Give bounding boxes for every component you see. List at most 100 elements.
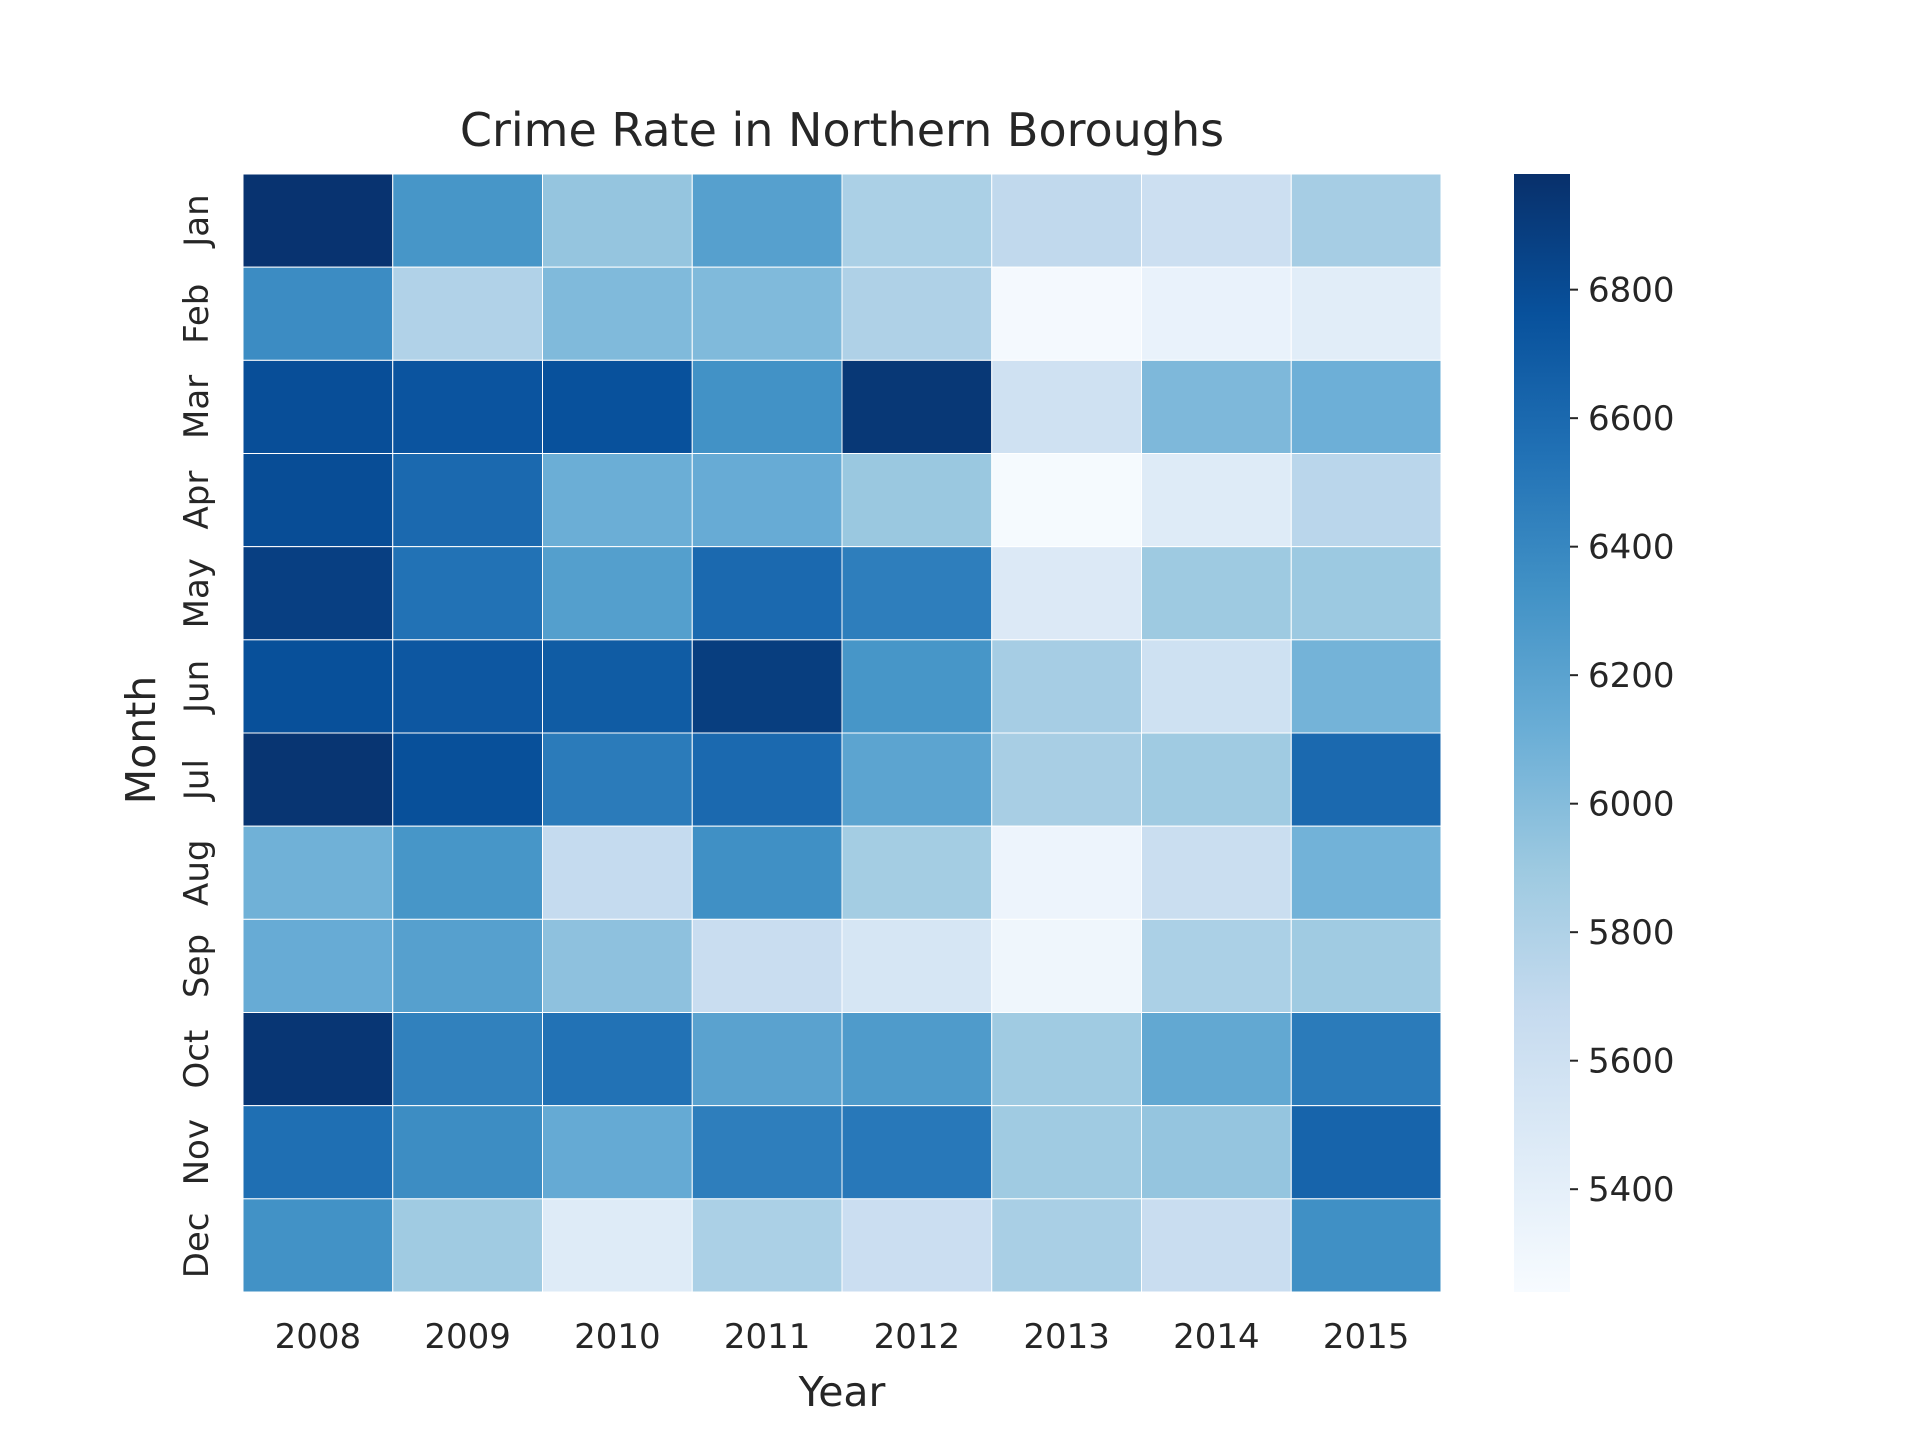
- heatmap-cell: [991, 825, 1142, 920]
- heatmap-cell: [1290, 1198, 1442, 1293]
- heatmap-cell: [392, 1198, 543, 1293]
- heatmap-cell: [691, 359, 843, 455]
- heatmap-cell: [1141, 732, 1292, 827]
- heatmap-cell: [1290, 1012, 1442, 1107]
- heatmap-cell: [691, 639, 843, 734]
- colorbar-gradient: [1514, 174, 1570, 1292]
- heatmap-cell: [991, 1105, 1142, 1200]
- heatmap-cell: [392, 1012, 543, 1107]
- heatmap-cell: [542, 918, 693, 1013]
- heatmap-cell: [242, 359, 394, 455]
- heatmap-cell: [542, 266, 693, 361]
- heatmap-cell: [991, 639, 1142, 734]
- heatmap-cell: [691, 1012, 843, 1107]
- heatmap-cell: [1141, 639, 1292, 734]
- y-tick-label: Oct: [177, 1030, 217, 1089]
- heatmap-cell: [242, 266, 394, 361]
- colorbar-tick-label: 5800: [1588, 913, 1675, 953]
- heatmap-cell: [1290, 918, 1442, 1013]
- heatmap-cell: [392, 825, 543, 920]
- heatmap-cell: [542, 732, 693, 827]
- heatmap-cell: [1290, 639, 1442, 734]
- y-tick-label: May: [177, 558, 217, 628]
- y-tick-label: Nov: [177, 1119, 217, 1185]
- heatmap-cell: [542, 639, 693, 734]
- x-tick-label: 2008: [275, 1317, 362, 1357]
- heatmap-cell: [392, 639, 543, 734]
- colorbar-tick-label: 6800: [1588, 271, 1675, 311]
- heatmap-cells: [242, 173, 1442, 1293]
- heatmap-cell: [691, 732, 843, 827]
- heatmap-cell: [542, 825, 693, 920]
- heatmap-cell: [392, 1105, 543, 1200]
- heatmap-cell: [392, 453, 543, 548]
- y-tick-label: Feb: [177, 284, 217, 344]
- heatmap-cell: [242, 825, 394, 920]
- heatmap-cell: [1290, 359, 1442, 455]
- heatmap-cell: [542, 359, 693, 455]
- heatmap-cell: [991, 359, 1142, 455]
- y-tick-label: Apr: [177, 471, 217, 530]
- heatmap-cell: [242, 1012, 394, 1107]
- heatmap-cell: [242, 732, 394, 827]
- x-tick-label: 2010: [574, 1317, 661, 1357]
- heatmap-cell: [991, 266, 1142, 361]
- heatmap-cell: [392, 918, 543, 1013]
- heatmap-cell: [392, 546, 543, 641]
- heatmap-cell: [542, 173, 693, 268]
- colorbar-tick-label: 6400: [1588, 528, 1675, 568]
- x-tick-label: 2009: [424, 1317, 511, 1357]
- y-tick-label: Mar: [177, 375, 217, 439]
- heatmap-cell: [1141, 825, 1292, 920]
- heatmap-cell: [242, 639, 394, 734]
- heatmap-cell: [991, 173, 1142, 268]
- heatmap-cell: [991, 1198, 1142, 1293]
- heatmap-cell: [542, 1105, 693, 1200]
- heatmap-cell: [1141, 1198, 1292, 1293]
- heatmap-cell: [542, 1012, 693, 1107]
- heatmap-cell: [991, 918, 1142, 1013]
- y-axis-tick-labels: Jan Feb Mar Apr May Jun Jul Aug Sep Oct Nov Dec: [177, 194, 217, 1278]
- chart-title: Crime Rate in Northern Boroughs: [460, 103, 1224, 157]
- heatmap-cell: [1290, 825, 1442, 920]
- heatmap-cell: [691, 825, 843, 920]
- heatmap-cell: [542, 546, 693, 641]
- colorbar: 5400 5600 5800 6000 6200 6400 6600 6800: [1514, 174, 1675, 1292]
- heatmap-cell: [1290, 266, 1442, 361]
- heatmap-cell: [1290, 1105, 1442, 1200]
- heatmap-cell: [1141, 173, 1292, 268]
- heatmap-cell: [841, 1198, 993, 1293]
- heatmap-cell: [841, 173, 993, 268]
- colorbar-tick-label: 6200: [1588, 656, 1675, 696]
- heatmap-cell: [1290, 453, 1442, 548]
- heatmap-cell: [542, 453, 693, 548]
- heatmap-cell: [991, 453, 1142, 548]
- heatmap-cell: [1290, 173, 1442, 268]
- heatmap-cell: [691, 173, 843, 268]
- heatmap-cell: [392, 173, 543, 268]
- heatmap-cell: [841, 359, 993, 455]
- x-tick-label: 2014: [1173, 1317, 1260, 1357]
- y-tick-label: Dec: [177, 1213, 217, 1279]
- heatmap-cell: [392, 359, 543, 455]
- y-tick-label: Jul: [177, 759, 217, 802]
- heatmap-cell: [691, 918, 843, 1013]
- heatmap-cell: [841, 1012, 993, 1107]
- y-axis-label: Month: [117, 676, 165, 805]
- heatmap-cell: [1141, 1012, 1292, 1107]
- heatmap-cell: [242, 546, 394, 641]
- heatmap-cell: [841, 639, 993, 734]
- heatmap-cell: [1141, 918, 1292, 1013]
- heatmap-cell: [841, 546, 993, 641]
- heatmap-cell: [691, 1198, 843, 1293]
- heatmap-cell: [691, 1105, 843, 1200]
- heatmap-cell: [242, 453, 394, 548]
- colorbar-tick-label: 5400: [1588, 1170, 1675, 1210]
- heatmap-cell: [542, 1198, 693, 1293]
- heatmap-cell: [1290, 546, 1442, 641]
- heatmap-cell: [1141, 359, 1292, 455]
- heatmap-cell: [1141, 266, 1292, 361]
- heatmap-cell: [392, 732, 543, 827]
- heatmap-cell: [1141, 453, 1292, 548]
